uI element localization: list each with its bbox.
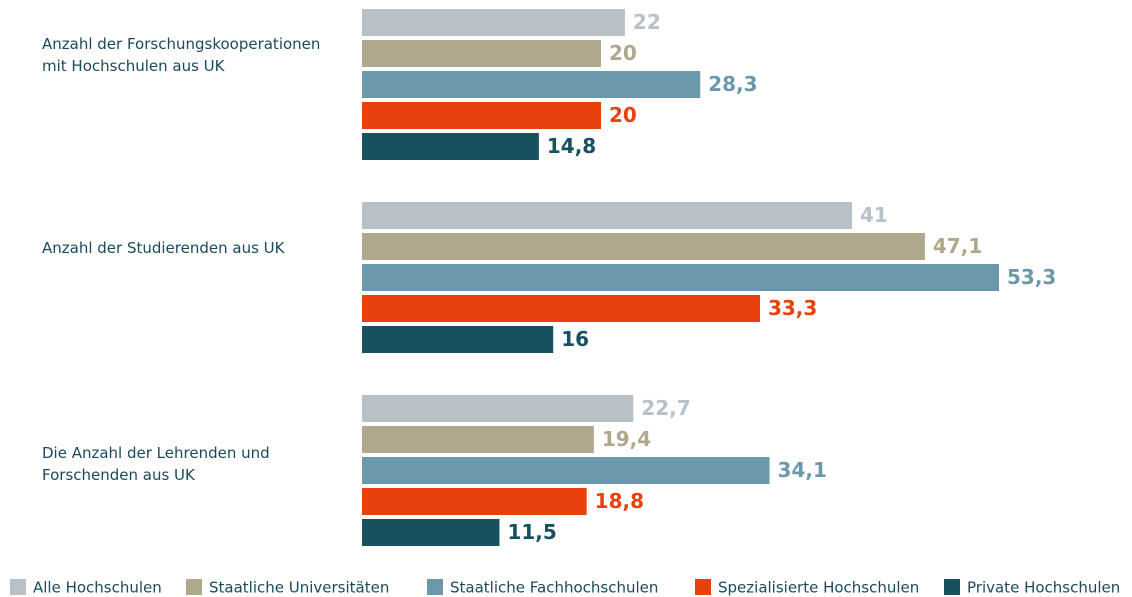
bar [362,457,770,484]
legend-swatch [186,579,202,595]
bar [362,395,634,422]
bar [362,426,594,453]
value-label: 14,8 [547,134,596,158]
bar [362,233,925,260]
value-label: 41 [860,203,888,227]
value-label: 47,1 [933,234,982,258]
legend-swatch [944,579,960,595]
bar [362,133,539,160]
bar [362,202,852,229]
bar [362,519,500,546]
bar [362,9,625,36]
value-label: 22 [633,10,661,34]
value-label: 22,7 [641,396,690,420]
bar [362,326,554,353]
value-label: 53,3 [1007,265,1056,289]
legend-label: Spezialisierte Hochschulen [718,579,919,597]
legend-swatch [695,579,711,595]
bar [362,488,587,515]
value-label: 33,3 [768,296,817,320]
legend-label: Staatliche Universitäten [209,579,389,597]
legend-label: Staatliche Fachhochschulen [450,579,658,597]
value-label: 34,1 [778,458,827,482]
value-label: 16 [561,327,589,351]
bar [362,264,999,291]
value-label: 18,8 [595,489,644,513]
category-label: Anzahl der Forschungskooperationen mit H… [42,35,321,75]
legend-label: Private Hochschulen [967,579,1120,597]
legend-swatch [10,579,26,595]
bar [362,102,602,129]
bar [362,295,760,322]
value-label: 20 [609,103,637,127]
legend-swatch [427,579,443,595]
bar [362,40,602,67]
legend-label: Alle Hochschulen [33,579,162,597]
value-label: 11,5 [507,520,556,544]
category-label: Anzahl der Studierenden aus UK [42,239,285,257]
bar [362,71,701,98]
value-label: 20 [609,41,637,65]
value-label: 19,4 [602,427,651,451]
category-label: Die Anzahl der Lehrenden und Forschenden… [42,444,270,484]
value-label: 28,3 [708,72,757,96]
